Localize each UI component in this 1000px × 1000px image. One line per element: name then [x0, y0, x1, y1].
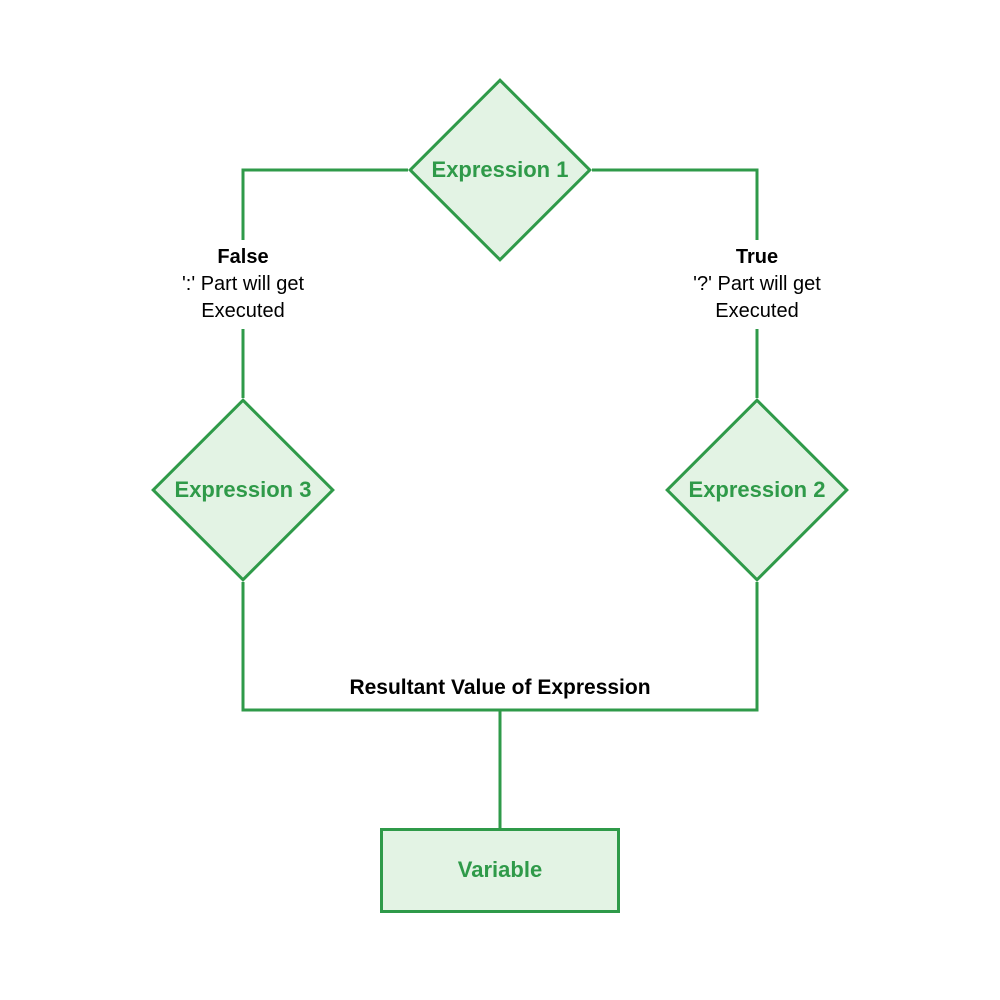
node-variable: Variable [380, 828, 620, 913]
annotation-false-line1: ':' Part will get [182, 273, 304, 295]
node-expression-3: Expression 3 [151, 398, 335, 582]
annotation-true-line2: Executed [715, 300, 798, 322]
flowchart-canvas: Expression 1 Expression 3 Expression 2 V… [0, 0, 1000, 1000]
annotation-false-line2: Executed [201, 300, 284, 322]
node-variable-label: Variable [458, 857, 542, 883]
node-expression-1-label: Expression 1 [400, 157, 600, 183]
annotation-true: True '?' Part will get Executed [657, 240, 857, 329]
annotation-false: False ':' Part will get Executed [143, 240, 343, 329]
annotation-true-line1: '?' Part will get [693, 273, 821, 295]
node-expression-2: Expression 2 [665, 398, 849, 582]
annotation-true-title: True [736, 246, 778, 268]
node-expression-2-label: Expression 2 [657, 477, 857, 503]
annotation-result-text: Resultant Value of Expression [349, 676, 650, 699]
annotation-false-title: False [217, 246, 268, 268]
annotation-result: Resultant Value of Expression [290, 672, 710, 704]
node-expression-1: Expression 1 [408, 78, 592, 262]
node-expression-3-label: Expression 3 [143, 477, 343, 503]
